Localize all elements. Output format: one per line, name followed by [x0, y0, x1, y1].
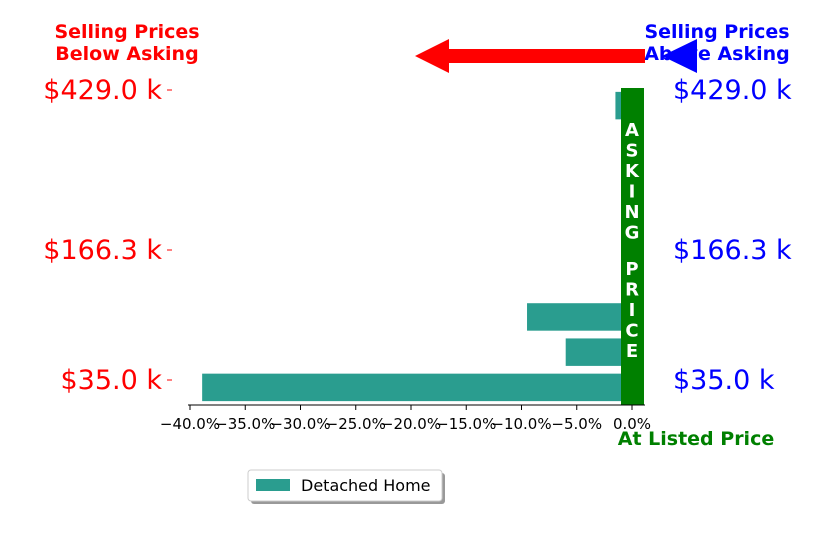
- header-below-line2: Below Asking: [55, 43, 198, 65]
- asking-price-letter: S: [626, 141, 639, 162]
- header-above-line1: Selling Prices: [644, 21, 789, 43]
- y-tick-label-left: $429.0 k: [43, 75, 162, 106]
- asking-price-letter: C: [625, 321, 638, 342]
- y-tick-labels-right: $429.0 k $166.3 k $35.0 k: [673, 75, 792, 396]
- x-tick-label: −5.0%: [551, 415, 602, 433]
- below-asking-arrow: [415, 39, 645, 73]
- bar: [527, 303, 632, 331]
- x-tick-label: −20.0%: [381, 415, 441, 433]
- x-tick-label: −10.0%: [491, 415, 551, 433]
- y-tick-label-left: $166.3 k: [43, 235, 162, 266]
- asking-price-letter: N: [624, 202, 639, 223]
- asking-price-letter: I: [629, 300, 636, 321]
- asking-price-letter: K: [625, 161, 640, 182]
- y-tick-labels-left: $429.0 k $166.3 k $35.0 k: [43, 75, 172, 396]
- bars-group: [202, 91, 632, 402]
- y-tick-label-right: $166.3 k: [673, 235, 792, 266]
- header-below-line1: Selling Prices: [54, 21, 199, 43]
- above-asking-arrow: [662, 39, 697, 73]
- x-axis: −40.0%−35.0%−30.0%−25.0%−20.0%−15.0%−10.…: [160, 404, 651, 433]
- asking-price-letter: P: [625, 259, 638, 280]
- bar: [202, 373, 632, 402]
- y-tick-label-left: $35.0 k: [60, 365, 162, 396]
- asking-price-letter: G: [625, 223, 640, 244]
- asking-price-letter: I: [629, 182, 636, 203]
- at-listed-price-label: At Listed Price: [618, 428, 774, 450]
- x-tick-label: −15.0%: [436, 415, 496, 433]
- asking-price-letter: A: [625, 120, 639, 141]
- asking-price-band: [621, 88, 644, 405]
- y-tick-label-right: $35.0 k: [673, 365, 775, 396]
- x-tick-label: −30.0%: [270, 415, 330, 433]
- asking-price-letter: R: [625, 280, 639, 301]
- x-tick-label: −25.0%: [326, 415, 386, 433]
- x-tick-label: −35.0%: [215, 415, 275, 433]
- asking-price-letter: E: [626, 341, 638, 362]
- y-tick-label-right: $429.0 k: [673, 75, 792, 106]
- bar: [565, 338, 632, 366]
- x-tick-label: 0.0%: [613, 415, 651, 433]
- legend-label: Detached Home: [301, 476, 431, 495]
- x-tick-label: −40.0%: [160, 415, 220, 433]
- header-above-line2: Above Asking: [644, 43, 790, 65]
- legend: Detached Home: [247, 469, 445, 504]
- legend-swatch: [256, 479, 290, 491]
